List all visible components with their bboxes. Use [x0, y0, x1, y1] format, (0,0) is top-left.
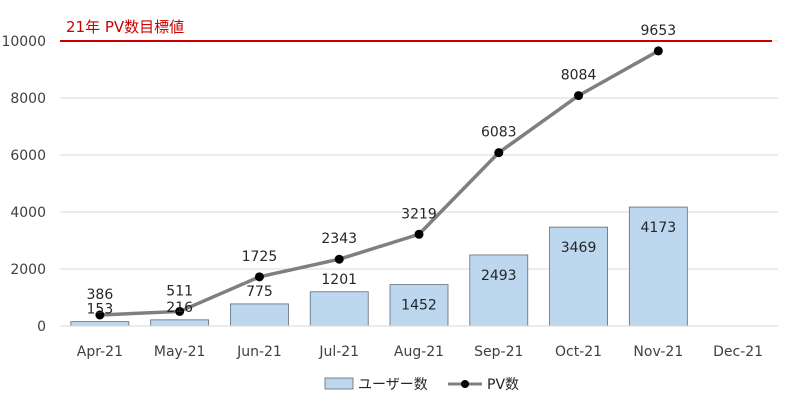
bar: [628, 206, 688, 327]
target-label: 21年 PV数目標値: [66, 18, 184, 36]
legend-label-bars: ユーザー数: [358, 377, 428, 393]
x-axis: Apr-21 May-21 Jun-21 Jul-21 Aug-21 Sep-21 Oct-…: [60, 325, 778, 360]
line-series: [95, 46, 663, 320]
x-tick-label: Jul-21: [318, 344, 359, 360]
pv-marker: [494, 148, 504, 158]
pv-marker: [414, 229, 424, 239]
bar-data-label: 775: [246, 284, 273, 300]
bar-data-label: 2493: [481, 268, 517, 284]
legend-marker-line: [461, 380, 469, 388]
bar-data-label: 216: [166, 300, 193, 316]
bar-data-label: 4173: [641, 220, 677, 236]
pv-data-label: 386: [87, 287, 114, 303]
bar: [469, 254, 529, 327]
pv-data-label: 511: [166, 283, 193, 299]
pv-marker: [254, 272, 264, 282]
pv-data-label: 3219: [401, 206, 437, 222]
legend-swatch-bars: [324, 377, 354, 390]
bar: [309, 291, 369, 327]
bar-data-label: 3469: [561, 240, 597, 256]
pv-marker: [653, 46, 663, 56]
pv-data-label: 1725: [242, 249, 278, 265]
y-tick-label: 6000: [10, 148, 46, 164]
y-tick-label: 0: [37, 319, 46, 335]
pv-line: [99, 49, 660, 317]
pv-marker: [334, 254, 344, 264]
bar: [150, 319, 210, 327]
bar-data-label: 1452: [401, 298, 437, 314]
x-tick-label: Oct-21: [555, 344, 602, 360]
legend: ユーザー数 PV数: [324, 377, 519, 393]
pv-data-label: 8084: [561, 68, 597, 84]
x-tick-label: Nov-21: [633, 344, 683, 360]
target-line-group: 21年 PV数目標値: [60, 18, 772, 42]
y-tick-label: 8000: [10, 91, 46, 107]
x-tick-label: Dec-21: [713, 344, 763, 360]
y-axis: 0 2000 4000 6000 8000 10000: [1, 34, 46, 335]
pv-data-label: 2343: [321, 231, 357, 247]
x-tick-label: Apr-21: [77, 344, 123, 360]
bar-data-label: 153: [87, 302, 114, 318]
legend-label-line: PV数: [487, 377, 519, 393]
x-tick-label: Aug-21: [394, 344, 444, 360]
bar-series: [70, 206, 688, 327]
bar: [389, 284, 449, 327]
x-tick-label: May-21: [154, 344, 206, 360]
y-tick-label: 10000: [1, 34, 46, 50]
pv-marker: [574, 91, 584, 101]
bar-data-label: 1201: [321, 272, 357, 288]
bar: [70, 321, 130, 327]
y-tick-label: 4000: [10, 205, 46, 221]
pv-marker: [95, 310, 105, 320]
x-tick-label: Sep-21: [474, 344, 523, 360]
bar: [230, 303, 289, 327]
pv-data-label: 6083: [481, 125, 517, 141]
x-tick-label: Jun-21: [236, 344, 282, 360]
pv-data-label: 9653: [641, 23, 677, 39]
pv-marker: [175, 306, 185, 316]
data-labels: 386 511 1725 2343 3219 6083 8084 9653 153 216 775 1…: [87, 23, 677, 318]
y-tick-label: 2000: [10, 262, 46, 278]
